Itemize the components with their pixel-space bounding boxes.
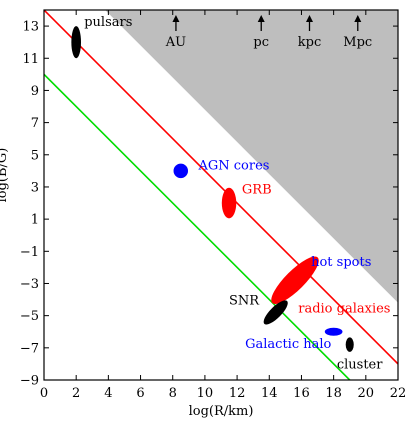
x-tick-label: 16 [293, 386, 310, 401]
scale-markers: AU pc kpc Mpc [165, 15, 372, 50]
object-label-agn-cores: AGN cores [197, 158, 269, 173]
y-tick-label: −9 [20, 374, 39, 389]
x-tick-label: 8 [169, 386, 177, 401]
y-tick-label: 5 [31, 148, 39, 163]
x-tick-label: 22 [390, 386, 407, 401]
x-tick-label: 2 [72, 386, 80, 401]
y-tick-label: −5 [20, 309, 39, 324]
x-tick-label: 14 [261, 386, 278, 401]
y-tick-label: 9 [31, 84, 39, 99]
x-axis-label: log(R/km) [189, 404, 254, 419]
x-tick-label: 20 [358, 386, 375, 401]
x-tick-label: 18 [325, 386, 342, 401]
y-tick-label: 1 [31, 213, 39, 228]
limit-line-1 [44, 73, 351, 380]
scale-arrowhead-au [172, 15, 180, 22]
shaded-region [105, 10, 398, 303]
y-tick-label: 13 [22, 20, 39, 35]
y-tick-label: 11 [22, 52, 39, 67]
object-label-cluster: cluster [337, 358, 383, 373]
y-axis-label: log(B/G) [0, 148, 10, 203]
x-tick-label: 6 [136, 386, 144, 401]
x-tick-label: 4 [104, 386, 112, 401]
object-labels: pulsars AGN cores GRB hot spots radio galaxi… [84, 15, 390, 373]
y-tick-label: −1 [20, 245, 39, 260]
y-tick-label: 7 [31, 116, 39, 131]
object-marker-snr [263, 300, 288, 325]
x-tick-label: 10 [197, 386, 214, 401]
object-label-snr: SNR [229, 293, 260, 308]
y-tick-label: −3 [20, 277, 39, 292]
object-marker-agn-cores [173, 163, 189, 179]
scale-arrowhead-mpc [354, 15, 362, 22]
x-axis: 0 2 4 6 8 10 12 14 16 18 20 22 [40, 10, 406, 401]
scale-label-kpc: kpc [298, 35, 321, 50]
x-tick-label: 12 [229, 386, 246, 401]
y-tick-label: 3 [31, 180, 39, 195]
object-label-pulsars: pulsars [84, 15, 132, 30]
scale-arrowhead-kpc [306, 15, 313, 22]
object-marker-pulsars [71, 26, 82, 59]
limit-line-0 [44, 10, 398, 365]
object-label-grb: GRB [242, 182, 272, 197]
scale-arrowhead-pc [257, 15, 265, 22]
y-tick-label: −7 [20, 341, 39, 356]
scale-label-pc: pc [253, 35, 269, 50]
plot-area [44, 10, 398, 380]
object-marker-radio-galaxies [271, 256, 319, 305]
object-label-hot-spots: hot spots [311, 255, 371, 270]
object-marker-galactic-halo [324, 327, 343, 336]
object-marker-cluster [345, 337, 354, 352]
object-marker-grb [221, 187, 237, 219]
x-tick-label: 0 [40, 386, 48, 401]
scale-label-mpc: Mpc [343, 35, 372, 50]
object-label-radio-galaxies: radio galaxies [298, 301, 390, 316]
scale-label-au: AU [165, 35, 186, 50]
object-label-galactic-halo: Galactic halo [245, 337, 331, 352]
plot-frame [43, 9, 399, 381]
